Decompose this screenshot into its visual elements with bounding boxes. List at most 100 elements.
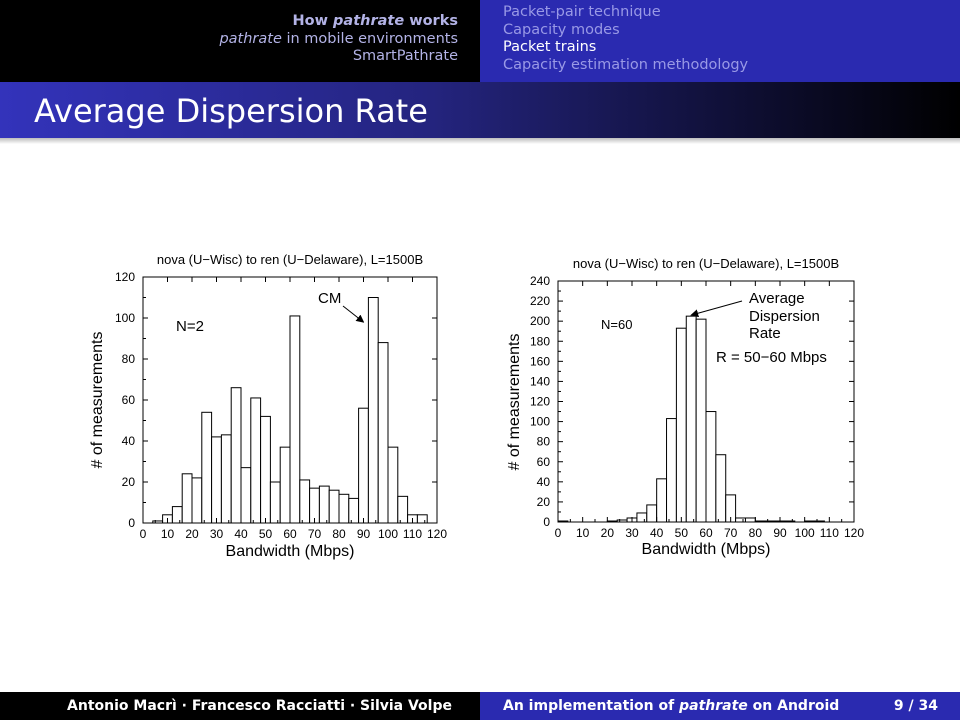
y-tick-label: 140	[530, 374, 550, 388]
top-navigation-bar: How pathrate works pathrate in mobile en…	[0, 0, 960, 82]
histogram-bar	[685, 315, 697, 523]
slide-title-text: Average Dispersion Rate	[34, 92, 428, 130]
y-tick-label: 20	[537, 495, 551, 509]
y-tick-label: 0	[128, 516, 135, 530]
plot-frame	[142, 276, 438, 524]
y-tick-label: 180	[530, 334, 550, 348]
histogram-bar	[784, 520, 796, 523]
histogram-bar	[367, 297, 379, 524]
histogram-bar	[338, 493, 350, 524]
nav-section-how-pathrate-works[interactable]: How pathrate works	[292, 13, 458, 29]
y-tick-label: 40	[537, 475, 551, 489]
histogram-bar	[289, 315, 301, 524]
x-tick-label: 20	[601, 526, 615, 540]
nav-subsection-packet-pair[interactable]: Packet-pair technique	[503, 4, 661, 20]
x-tick-label: 110	[820, 526, 839, 540]
y-axis-label: # of measurements	[89, 332, 106, 469]
histogram-bar	[152, 520, 164, 524]
x-tick-label: 80	[749, 526, 763, 540]
annotation-text: Rate	[749, 325, 781, 342]
nav-section-pathrate-mobile[interactable]: pathrate in mobile environments	[219, 30, 458, 47]
histogram-bar	[744, 517, 756, 523]
histogram-bar	[804, 520, 816, 523]
x-tick-label: 90	[357, 527, 371, 541]
histogram-bar	[162, 514, 173, 524]
y-tick-label: 220	[530, 294, 550, 308]
nav-section-smartpathrate[interactable]: SmartPathrate	[352, 48, 458, 64]
x-tick-label: 60	[283, 527, 297, 541]
histogram-bar	[606, 520, 618, 523]
y-tick-label: 100	[115, 311, 135, 325]
annotation-text: Average	[749, 290, 805, 307]
x-tick-label: 90	[773, 526, 787, 540]
histogram-bar	[171, 506, 183, 524]
y-tick-label: 100	[530, 415, 550, 429]
x-tick-label: 60	[699, 526, 713, 540]
x-tick-label: 100	[795, 526, 815, 540]
histogram-bar	[675, 327, 687, 523]
footer-authors: Antonio Macrì · Francesco Racciatti · Si…	[0, 692, 480, 720]
page-number[interactable]: 9 / 34	[893, 698, 938, 714]
histogram-chart-1: 0 10 20 30 40 50 60 70 80 90 100 110 120 0 20 40 60 80 100…	[89, 252, 447, 560]
y-tick-label: 240	[530, 274, 550, 288]
histogram-bar	[764, 520, 776, 523]
histogram-bar	[416, 514, 428, 524]
nav-subsection-capacity-modes[interactable]: Capacity modes	[503, 21, 620, 38]
x-tick-label: 50	[675, 526, 689, 540]
histogram-bar	[318, 485, 330, 524]
histogram-bar	[774, 520, 786, 523]
y-tick-label: 120	[115, 270, 135, 284]
x-tick-label: 10	[576, 526, 590, 540]
y-tick-label: 80	[122, 352, 136, 366]
histogram-bar	[715, 454, 727, 523]
histogram-bar	[646, 504, 658, 523]
histogram-bar	[616, 519, 628, 523]
histogram-bar	[695, 318, 707, 523]
footer-talk: An implementation of pathrate on Android…	[480, 692, 960, 720]
y-tick-label: 200	[530, 314, 550, 328]
histogram-bar	[656, 478, 668, 523]
section-navigation: How pathrate works pathrate in mobile en…	[0, 0, 480, 82]
footer-talk-title: An implementation of pathrate on Android	[503, 698, 840, 714]
y-tick-label: 0	[543, 515, 550, 529]
histogram-bar	[387, 446, 399, 524]
plot-frame	[557, 280, 855, 523]
histogram-bar	[557, 520, 569, 523]
histogram-bar	[666, 418, 677, 523]
histogram-chart-2: 0 10 20 30 40 50 60 70 80 90 100 110 120 0 20 40 60 80 100…	[506, 256, 864, 558]
histogram-bar	[250, 397, 262, 524]
x-tick-label: 0	[140, 527, 147, 541]
histogram-bar	[735, 517, 746, 523]
x-tick-label: 40	[234, 527, 248, 541]
chart-title: nova (U−Wisc) to ren (U−Delaware), L=150…	[573, 256, 839, 271]
y-tick-label: 60	[537, 455, 551, 469]
x-tick-label: 30	[210, 527, 224, 541]
y-tick-label: 40	[122, 434, 136, 448]
annotation-text: CM	[318, 290, 341, 307]
histogram-bar	[377, 342, 389, 524]
x-tick-label: 80	[332, 527, 346, 541]
slide-title: Average Dispersion Rate	[0, 82, 960, 138]
y-tick-label: 160	[530, 354, 550, 368]
footer-bar: Antonio Macrì · Francesco Racciatti · Si…	[0, 692, 960, 720]
y-tick-label: 80	[537, 435, 551, 449]
histogram-bar	[814, 520, 825, 523]
nav-subsection-packet-trains[interactable]: Packet trains	[503, 39, 597, 55]
x-tick-label: 110	[403, 527, 422, 541]
x-tick-label: 40	[650, 526, 664, 540]
annotation-text: R = 50−60 Mbps	[716, 349, 827, 366]
annotation-text: N=2	[176, 318, 204, 335]
histogram-bar	[725, 494, 737, 523]
annotation-arrow	[690, 300, 743, 318]
histogram-bar	[269, 481, 281, 524]
x-tick-label: 10	[161, 527, 175, 541]
histogram-bar	[220, 434, 232, 524]
histogram-bar	[626, 517, 638, 523]
subsection-navigation: Packet-pair technique Capacity modes Pac…	[480, 0, 960, 82]
nav-subsection-capacity-estimation[interactable]: Capacity estimation methodology	[503, 56, 749, 73]
x-tick-label: 70	[308, 527, 322, 541]
x-tick-label: 50	[259, 527, 273, 541]
histogram-bar	[240, 467, 252, 524]
x-tick-label: 70	[724, 526, 738, 540]
histogram-bar	[754, 520, 766, 523]
